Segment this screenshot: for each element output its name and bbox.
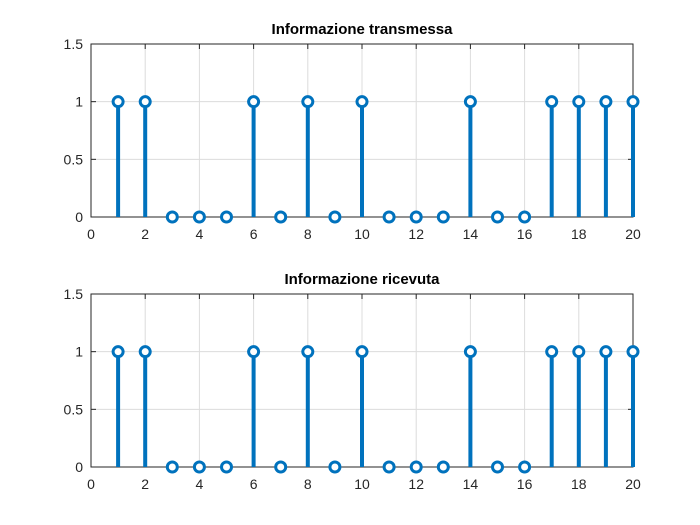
- y-tick-label: 0.5: [64, 401, 84, 417]
- x-tick-label: 4: [196, 226, 204, 242]
- stem-marker: [328, 210, 342, 224]
- y-tick-label: 0: [75, 209, 83, 225]
- y-tick-label: 1.5: [64, 286, 84, 302]
- stem-marker: [382, 460, 396, 474]
- stem-marker: [301, 345, 315, 359]
- x-tick-label: 14: [463, 476, 479, 492]
- stem-marker: [599, 95, 613, 109]
- stem-marker: [436, 460, 450, 474]
- x-tick-label: 0: [87, 226, 95, 242]
- stem-marker: [626, 95, 640, 109]
- stem-marker: [247, 345, 261, 359]
- stem-marker: [518, 210, 532, 224]
- stem-marker: [545, 345, 559, 359]
- stem-marker: [192, 460, 206, 474]
- stem-marker: [491, 460, 504, 474]
- stem-marker: [409, 210, 423, 224]
- stem-marker: [274, 460, 288, 474]
- stem-marker: [138, 95, 152, 109]
- stem-marker: [328, 460, 342, 474]
- x-tick-label: 6: [250, 476, 258, 492]
- x-tick-label: 4: [196, 476, 204, 492]
- stem-marker: [572, 95, 586, 109]
- stem-marker: [382, 210, 396, 224]
- chart-title: Informazione transmessa: [272, 21, 454, 38]
- x-tick-label: 14: [463, 226, 479, 242]
- stem-marker: [247, 95, 261, 109]
- stem-marker: [111, 95, 125, 109]
- stem-marker: [355, 95, 369, 109]
- chart-title: Informazione ricevuta: [284, 271, 440, 288]
- x-tick-label: 8: [304, 226, 312, 242]
- stem-marker: [463, 345, 477, 359]
- stem-marker: [463, 95, 477, 109]
- y-tick-label: 1: [75, 344, 83, 360]
- x-tick-label: 20: [625, 226, 641, 242]
- stem-marker: [274, 210, 288, 224]
- stem-marker: [599, 345, 613, 359]
- x-tick-label: 2: [141, 476, 149, 492]
- x-tick-label: 8: [304, 476, 312, 492]
- stem-marker: [572, 345, 586, 359]
- stem-marker: [491, 210, 504, 224]
- stem-marker: [545, 95, 559, 109]
- x-tick-label: 12: [408, 476, 424, 492]
- x-tick-label: 0: [87, 476, 95, 492]
- subplot-1: 0 2 4 6 8 10 12 14 16 18 20 0 0.5 1 1.5 Informazione tr…: [64, 21, 641, 242]
- stem-marker: [192, 210, 206, 224]
- x-tick-label: 12: [408, 226, 424, 242]
- x-tick-label: 16: [517, 476, 533, 492]
- x-tick-label: 16: [517, 226, 533, 242]
- stem-marker: [355, 345, 369, 359]
- x-tick-label: 18: [571, 476, 587, 492]
- stem-marker: [301, 95, 315, 109]
- stem-marker: [626, 345, 640, 359]
- x-tick-label: 10: [354, 226, 370, 242]
- stem-marker: [111, 345, 125, 359]
- x-tick-label: 18: [571, 226, 587, 242]
- x-tick-label: 2: [141, 226, 149, 242]
- x-tick-label: 10: [354, 476, 370, 492]
- x-tick-label: 20: [625, 476, 641, 492]
- stem-marker: [165, 210, 179, 224]
- y-tick-label: 1: [75, 94, 83, 110]
- subplot-2: 0 2 4 6 8 10 12 14 16 18 20 0 0.5 1 1.5 Informazione ri…: [64, 271, 641, 492]
- y-tick-label: 0: [75, 459, 83, 475]
- stem-marker: [436, 210, 450, 224]
- y-tick-label: 0.5: [64, 151, 84, 167]
- x-tick-label: 6: [250, 226, 258, 242]
- stem-marker: [220, 460, 233, 474]
- stem-marker: [220, 210, 233, 224]
- stem-marker: [409, 460, 423, 474]
- stem-marker: [165, 460, 179, 474]
- stem-marker: [138, 345, 152, 359]
- y-tick-label: 1.5: [64, 36, 84, 52]
- stem-marker: [518, 460, 532, 474]
